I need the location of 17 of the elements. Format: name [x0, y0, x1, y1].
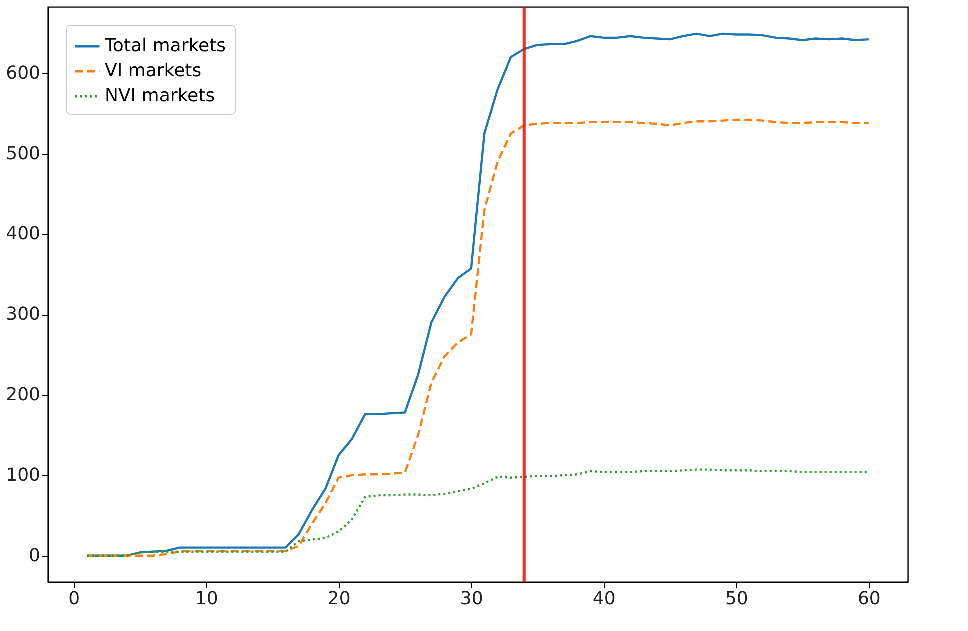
x-tick-label: 10: [195, 588, 218, 610]
x-tick-label: 40: [592, 588, 616, 610]
y-tick-label: 400: [6, 224, 40, 245]
y-tick-label: 600: [6, 62, 40, 84]
x-tick-label: 30: [460, 588, 484, 610]
legend-label: Total markets: [104, 36, 226, 56]
y-tick-label: 100: [6, 464, 40, 486]
y-tick-label: 500: [6, 143, 40, 164]
legend-label: NVI markets: [105, 86, 216, 106]
x-tick-label: 50: [725, 588, 748, 610]
y-tick-label: 0: [29, 545, 40, 566]
x-tick-label: 60: [858, 588, 881, 610]
y-tick-label: 300: [6, 304, 40, 326]
y-tick-label: 200: [6, 384, 40, 406]
legend-label: VI markets: [105, 60, 202, 82]
x-tick-label: 0: [68, 588, 80, 610]
x-tick-label: 20: [328, 588, 351, 610]
